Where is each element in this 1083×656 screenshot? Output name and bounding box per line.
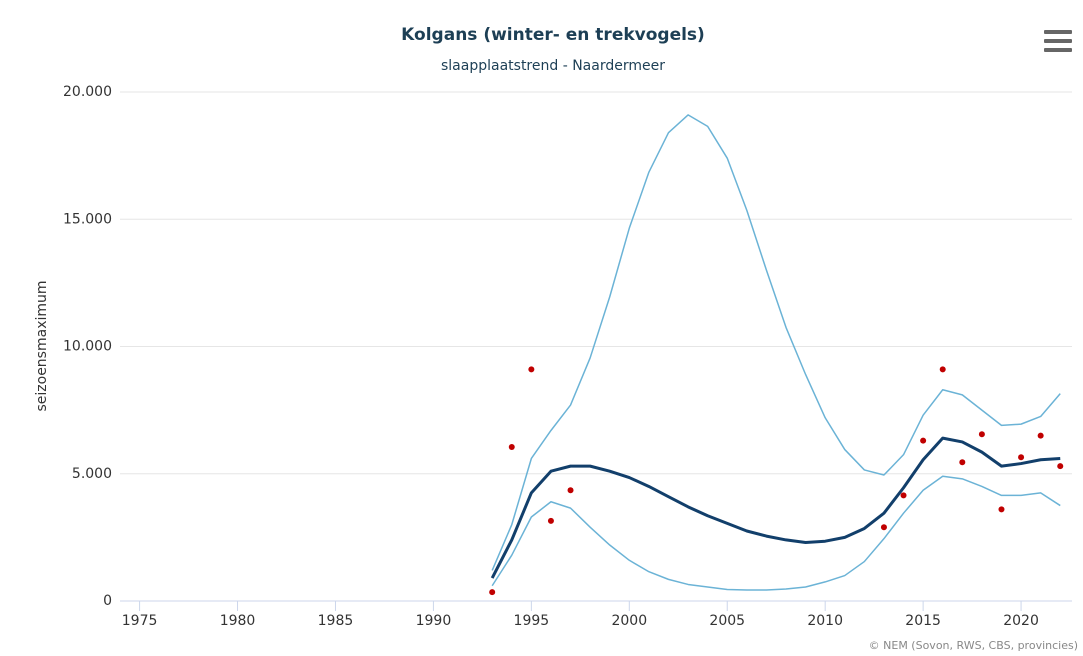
- x-tick-label: 1980: [220, 613, 256, 629]
- data-point: [1057, 463, 1064, 470]
- x-tick-label: 1990: [416, 613, 452, 629]
- x-tick-label: 1985: [318, 613, 354, 629]
- data-point: [939, 366, 946, 373]
- series-line: [491, 114, 1061, 571]
- series-line: [491, 475, 1061, 591]
- x-tick-label: 2020: [1003, 613, 1039, 629]
- y-tick-label: 0: [103, 593, 112, 609]
- data-point: [880, 524, 887, 531]
- data-point: [920, 437, 927, 444]
- x-tick-label: 2010: [807, 613, 843, 629]
- x-tick-label: 2005: [709, 613, 745, 629]
- x-tick-label: 1975: [122, 613, 158, 629]
- menu-bar: [1044, 48, 1072, 52]
- y-tick-label: 10.000: [63, 339, 112, 355]
- data-point: [978, 431, 985, 438]
- y-axis-label: seizoensmaximum: [34, 280, 50, 411]
- y-tick-label: 5.000: [72, 466, 112, 482]
- data-point: [528, 366, 535, 373]
- data-point: [489, 589, 496, 596]
- data-point: [998, 506, 1005, 513]
- data-point: [508, 444, 515, 451]
- chart-subtitle: slaapplaatstrend - Naardermeer: [441, 58, 665, 74]
- x-tick-label: 2015: [905, 613, 941, 629]
- data-point: [567, 487, 574, 494]
- menu-bar: [1044, 30, 1072, 34]
- data-point: [1018, 454, 1025, 461]
- data-point: [547, 517, 554, 524]
- y-tick-label: 20.000: [63, 84, 112, 100]
- menu-button[interactable]: [1044, 30, 1072, 52]
- data-point: [900, 492, 907, 499]
- x-tick-label: 2000: [611, 613, 647, 629]
- chart-title: Kolgans (winter- en trekvogels): [401, 25, 705, 45]
- credit: © NEM (Sovon, RWS, CBS, provincies): [869, 639, 1078, 652]
- x-tick-label: 1995: [514, 613, 550, 629]
- data-point: [959, 459, 966, 466]
- series-line: [490, 436, 1061, 579]
- menu-bar: [1044, 39, 1072, 43]
- y-tick-label: 15.000: [63, 211, 112, 227]
- data-point: [1037, 432, 1044, 439]
